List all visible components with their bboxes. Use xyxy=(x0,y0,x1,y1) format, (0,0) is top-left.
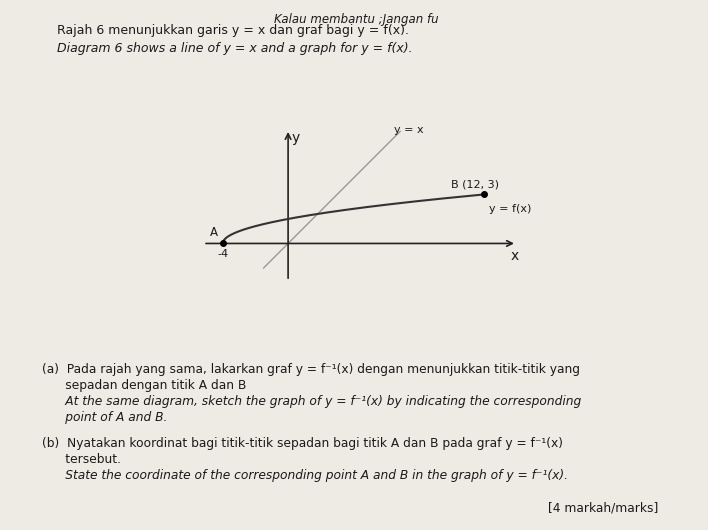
Text: A: A xyxy=(210,226,218,238)
Text: -4: -4 xyxy=(217,249,228,259)
Text: State the coordinate of the corresponding point A and B in the graph of y = f⁻¹(: State the coordinate of the correspondin… xyxy=(42,469,569,482)
Text: B (12, 3): B (12, 3) xyxy=(452,180,499,190)
Text: At the same diagram, sketch the graph of y = f⁻¹(x) by indicating the correspond: At the same diagram, sketch the graph of… xyxy=(42,395,582,408)
Text: tersebut.: tersebut. xyxy=(42,453,122,466)
Text: [4 markah/marks]: [4 markah/marks] xyxy=(548,501,658,514)
Text: y = f(x): y = f(x) xyxy=(489,204,532,214)
Text: (a)  Pada rajah yang sama, lakarkan graf y = f⁻¹(x) dengan menunjukkan titik-tit: (a) Pada rajah yang sama, lakarkan graf … xyxy=(42,363,581,376)
Text: Rajah 6 menunjukkan garis y = x dan graf bagi y = f(x).: Rajah 6 menunjukkan garis y = x dan graf… xyxy=(57,24,409,37)
Text: sepadan dengan titik A dan B: sepadan dengan titik A dan B xyxy=(42,379,247,392)
Text: Kalau membantu ;Jangan fu: Kalau membantu ;Jangan fu xyxy=(274,13,439,26)
Text: x: x xyxy=(511,249,520,263)
Text: y: y xyxy=(292,131,299,145)
Text: y = x: y = x xyxy=(394,125,423,135)
Text: (b)  Nyatakan koordinat bagi titik-titik sepadan bagi titik A dan B pada graf y : (b) Nyatakan koordinat bagi titik-titik … xyxy=(42,437,564,450)
Text: point of A and B.: point of A and B. xyxy=(42,411,168,424)
Text: Diagram 6 shows a line of y = x and a graph for y = f(x).: Diagram 6 shows a line of y = x and a gr… xyxy=(57,42,412,56)
